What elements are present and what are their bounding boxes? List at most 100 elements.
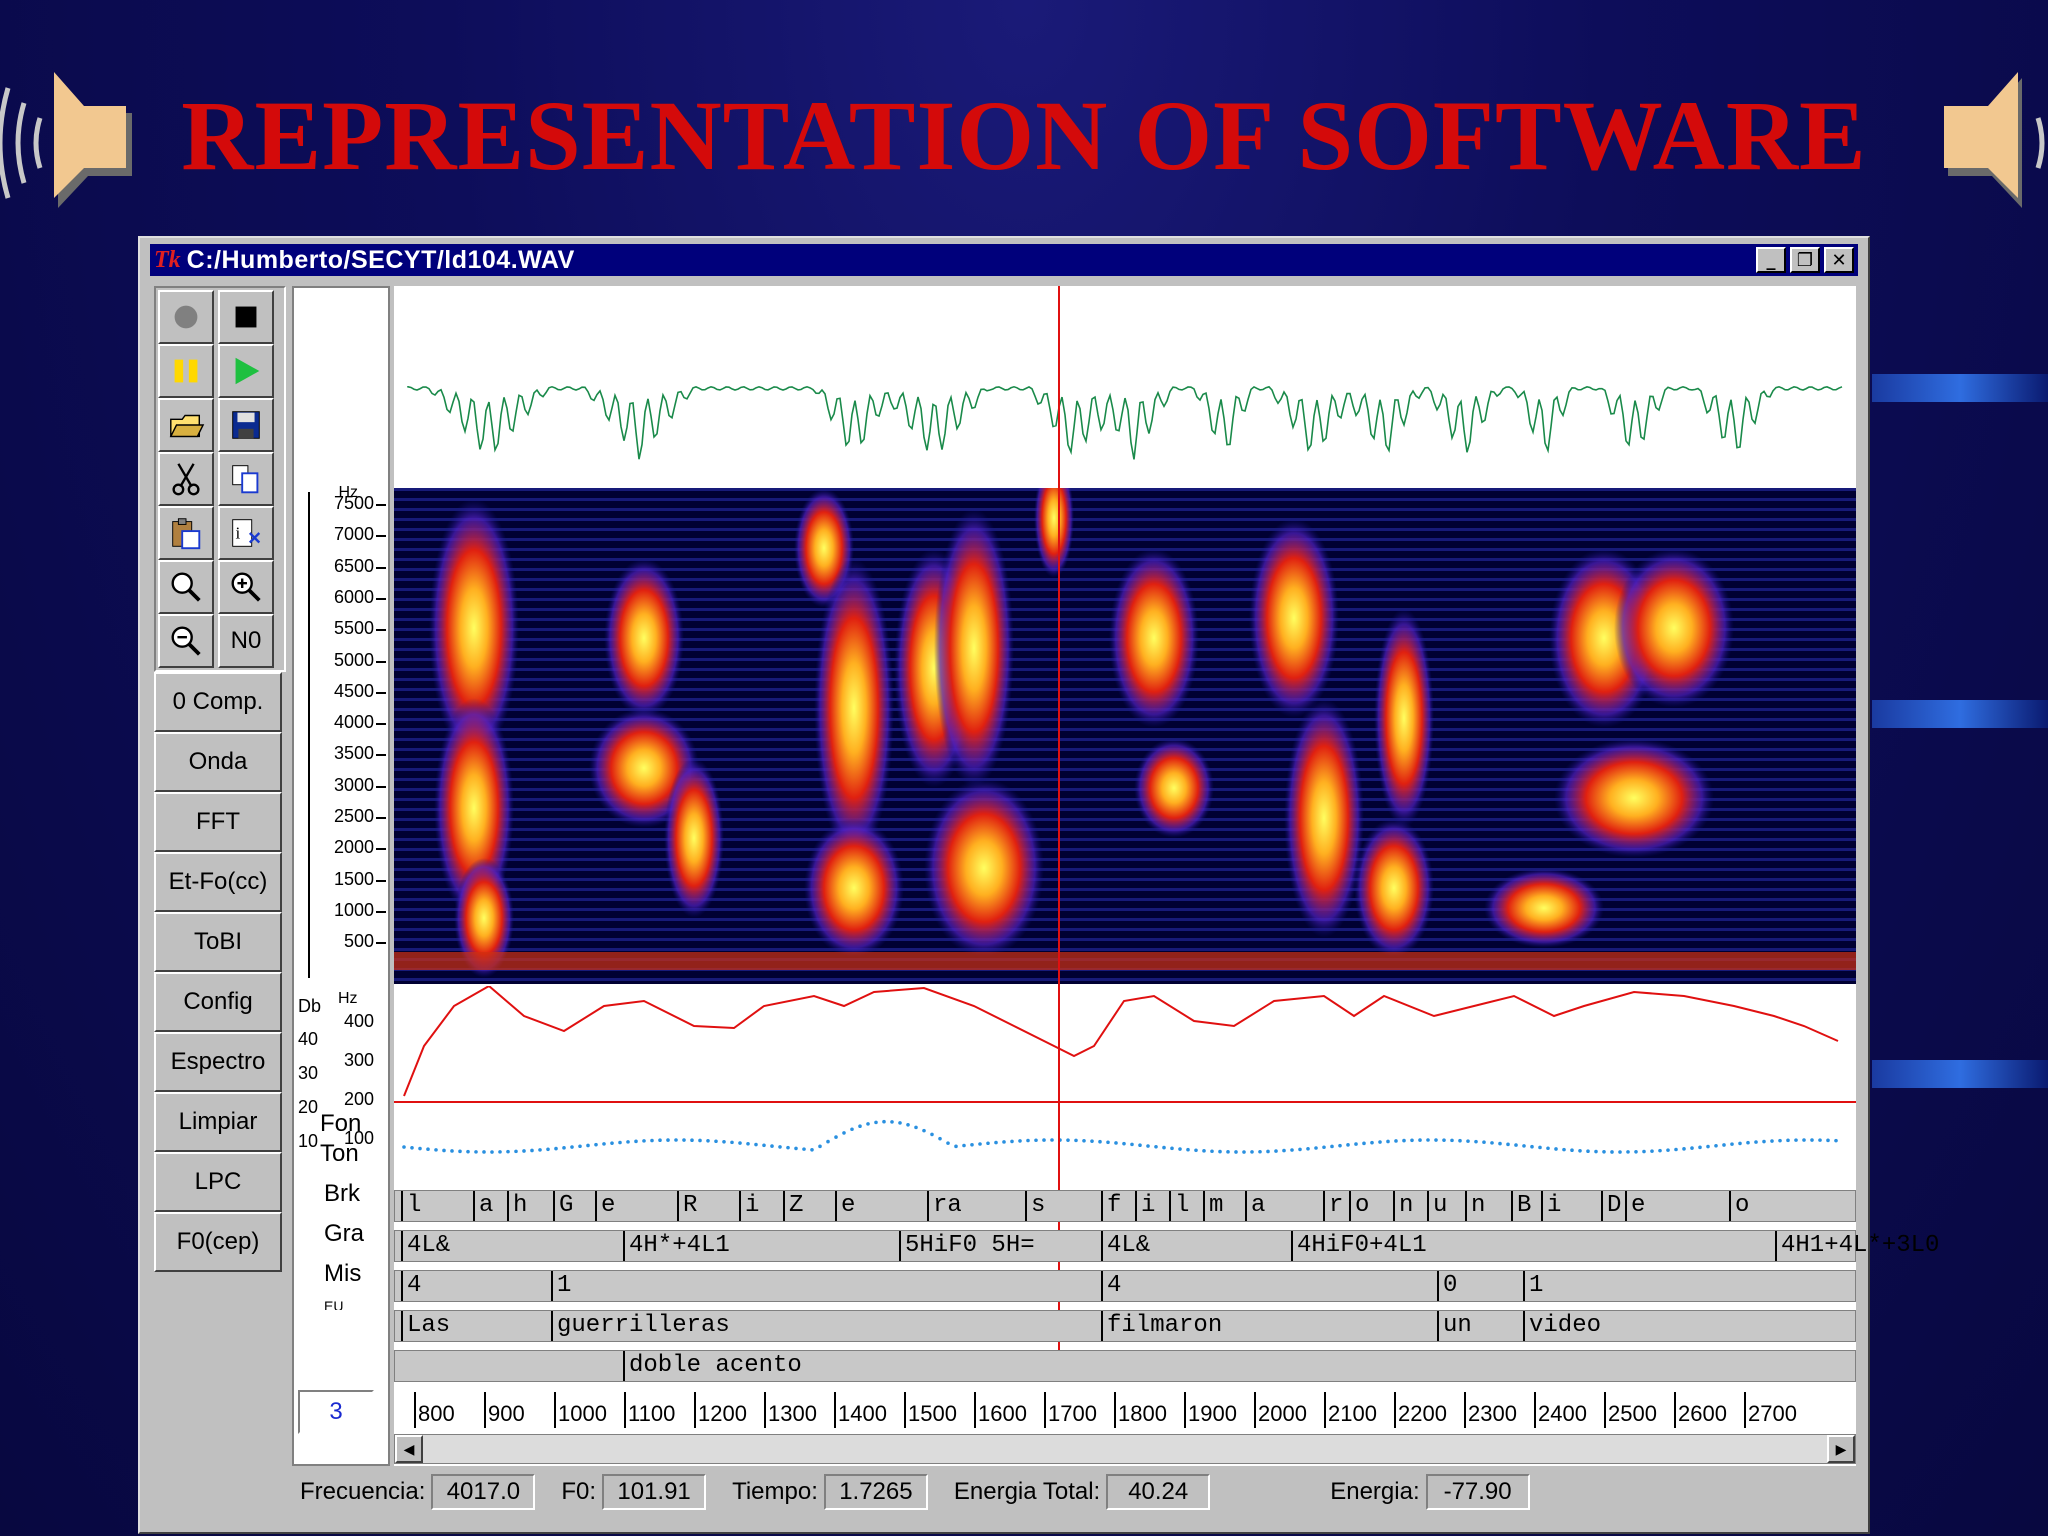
tier-segment[interactable]: R [677, 1191, 697, 1221]
tier-segment[interactable]: 4 [1101, 1271, 1121, 1301]
tier-segment[interactable]: un [1437, 1311, 1472, 1341]
tier-segment[interactable]: l [1169, 1191, 1189, 1221]
tier-segment[interactable]: s [1025, 1191, 1045, 1221]
tier-segment[interactable]: video [1523, 1311, 1601, 1341]
energy-point [1498, 1141, 1502, 1146]
tier-segment[interactable]: 5HiF0 5H= [899, 1231, 1035, 1261]
tier-segment[interactable]: 0 [1437, 1271, 1457, 1301]
tier-segment[interactable]: ra [927, 1191, 962, 1221]
record-button[interactable] [158, 290, 214, 344]
close-button[interactable]: ✕ [1824, 247, 1854, 273]
open-button[interactable] [158, 398, 214, 452]
sidebar-button-tobi[interactable]: ToBI [154, 912, 282, 972]
scroll-left-button[interactable]: ◀ [395, 1435, 423, 1463]
low-frequency-band [394, 952, 1856, 970]
tier-segment[interactable]: guerrilleras [551, 1311, 730, 1341]
paste-button[interactable] [158, 506, 214, 560]
tier-segment[interactable]: a [473, 1191, 493, 1221]
axis-panel: Hz 7500 7000 6500 6000 5500 5000 4500 4000 3500 3… [292, 286, 390, 1466]
tier-segment[interactable]: filmaron [1101, 1311, 1222, 1341]
tier-segment[interactable]: 4L& [401, 1231, 450, 1261]
tier-segment[interactable]: 4HiF0+4L1 [1291, 1231, 1427, 1261]
tier-segment[interactable]: m [1203, 1191, 1223, 1221]
sidebar-button-espectro[interactable]: Espectro [154, 1032, 282, 1092]
sidebar-button-onda[interactable]: Onda [154, 732, 282, 792]
tier-segment[interactable]: h [507, 1191, 527, 1221]
energy-point [826, 1139, 830, 1144]
spectral-energy [1109, 548, 1199, 728]
scroll-right-button[interactable]: ▶ [1827, 1435, 1855, 1463]
sidebar-button-lpc[interactable]: LPC [154, 1152, 282, 1212]
zoom-in-button[interactable] [218, 560, 274, 614]
sidebar-button-fft[interactable]: FFT [154, 792, 282, 852]
tier-segment[interactable]: e [595, 1191, 615, 1221]
energy-point [458, 1149, 462, 1154]
tier-segment[interactable]: e [835, 1191, 855, 1221]
freq-tick-mark [376, 942, 386, 945]
freq-tick-mark [376, 504, 386, 506]
energy-point [914, 1125, 918, 1130]
tier-mis[interactable]: doble acento [394, 1350, 1856, 1382]
tier-segment[interactable]: n [1465, 1191, 1485, 1221]
copy-button[interactable] [218, 452, 274, 506]
tier-ton[interactable]: 4L& 4H*+4L1 5HiF0 5H= 4L& 4HiF0+4L1 4H1+4L*+3… [394, 1230, 1939, 1262]
tier-segment[interactable]: o [1349, 1191, 1369, 1221]
energy-point [674, 1138, 678, 1142]
play-button[interactable] [218, 344, 274, 398]
spectrogram-plot[interactable] [394, 488, 1856, 984]
tier-segment[interactable]: u [1427, 1191, 1447, 1221]
tier-segment[interactable]: Z [783, 1191, 803, 1221]
pitch-energy-plot[interactable] [394, 986, 1856, 1186]
sidebar-button-0-comp[interactable]: 0 Comp. [154, 672, 282, 732]
energy-point [1546, 1146, 1550, 1151]
tier-segment[interactable]: e [1625, 1191, 1645, 1221]
pause-button[interactable] [158, 344, 214, 398]
sidebar-button-limpiar[interactable]: Limpiar [154, 1092, 282, 1152]
minimize-button[interactable]: _ [1756, 247, 1786, 273]
tier-segment[interactable]: 4H1+4L*+3L0 [1775, 1231, 1939, 1261]
tier-segment[interactable]: i [739, 1191, 759, 1221]
tier-segment[interactable]: B [1511, 1191, 1531, 1221]
counter-field[interactable]: 3 [298, 1390, 374, 1434]
tier-brk[interactable]: 4 1 4 0 1 [394, 1270, 1856, 1302]
tier-segment[interactable]: n [1393, 1191, 1413, 1221]
tier-segment[interactable]: a [1245, 1191, 1265, 1221]
tier-segment[interactable]: 4L& [1101, 1231, 1150, 1261]
tier-segment[interactable]: 1 [1523, 1271, 1543, 1301]
tier-segment[interactable]: 4 [401, 1271, 421, 1301]
restore-button[interactable]: ❐ [1790, 247, 1820, 273]
tier-segment[interactable]: 1 [551, 1271, 571, 1301]
tier-segment[interactable]: Las [401, 1311, 450, 1341]
spectral-energy [454, 858, 514, 978]
time-cursor[interactable] [1058, 286, 1060, 1361]
tier-segment[interactable]: i [1541, 1191, 1561, 1221]
sidebar-button-config[interactable]: Config [154, 972, 282, 1032]
save-button[interactable] [218, 398, 274, 452]
energy-point [1370, 1140, 1374, 1145]
tier-segment[interactable]: D [1601, 1191, 1621, 1221]
cut-button[interactable] [158, 452, 214, 506]
tier-segment[interactable]: doble acento [623, 1351, 802, 1381]
properties-button[interactable]: i [218, 506, 274, 560]
sidebar-button-et-fo-cc[interactable]: Et-Fo(cc) [154, 852, 282, 912]
time-tick-label: 1300 [764, 1392, 817, 1428]
tier-segment[interactable]: i [1135, 1191, 1155, 1221]
zoom-button[interactable] [158, 560, 214, 614]
zoom-out-button[interactable] [158, 614, 214, 668]
horizontal-scrollbar[interactable]: ◀ ▶ [394, 1434, 1856, 1464]
no-button[interactable]: N0 [218, 614, 274, 668]
stop-button[interactable] [218, 290, 274, 344]
tier-segment[interactable]: f [1101, 1191, 1121, 1221]
tier-label-gra: Gra [324, 1220, 365, 1247]
tier-segment[interactable]: l [401, 1191, 421, 1221]
window-titlebar[interactable]: Tk C:/Humberto/SECYT/ld104.WAV _ ❐ ✕ [150, 244, 1858, 276]
tier-segment[interactable]: o [1729, 1191, 1749, 1221]
tier-segment[interactable]: r [1323, 1191, 1343, 1221]
sidebar-button-f0-cep[interactable]: F0(cep) [154, 1212, 282, 1272]
tier-segment[interactable]: 4H*+4L1 [623, 1231, 730, 1261]
energia-total-label: Energia Total: [953, 1478, 1101, 1505]
waveform-plot[interactable] [394, 286, 1856, 486]
tier-gra[interactable]: Las guerrilleras filmaron un video [394, 1310, 1856, 1342]
tier-segment[interactable]: G [553, 1191, 573, 1221]
